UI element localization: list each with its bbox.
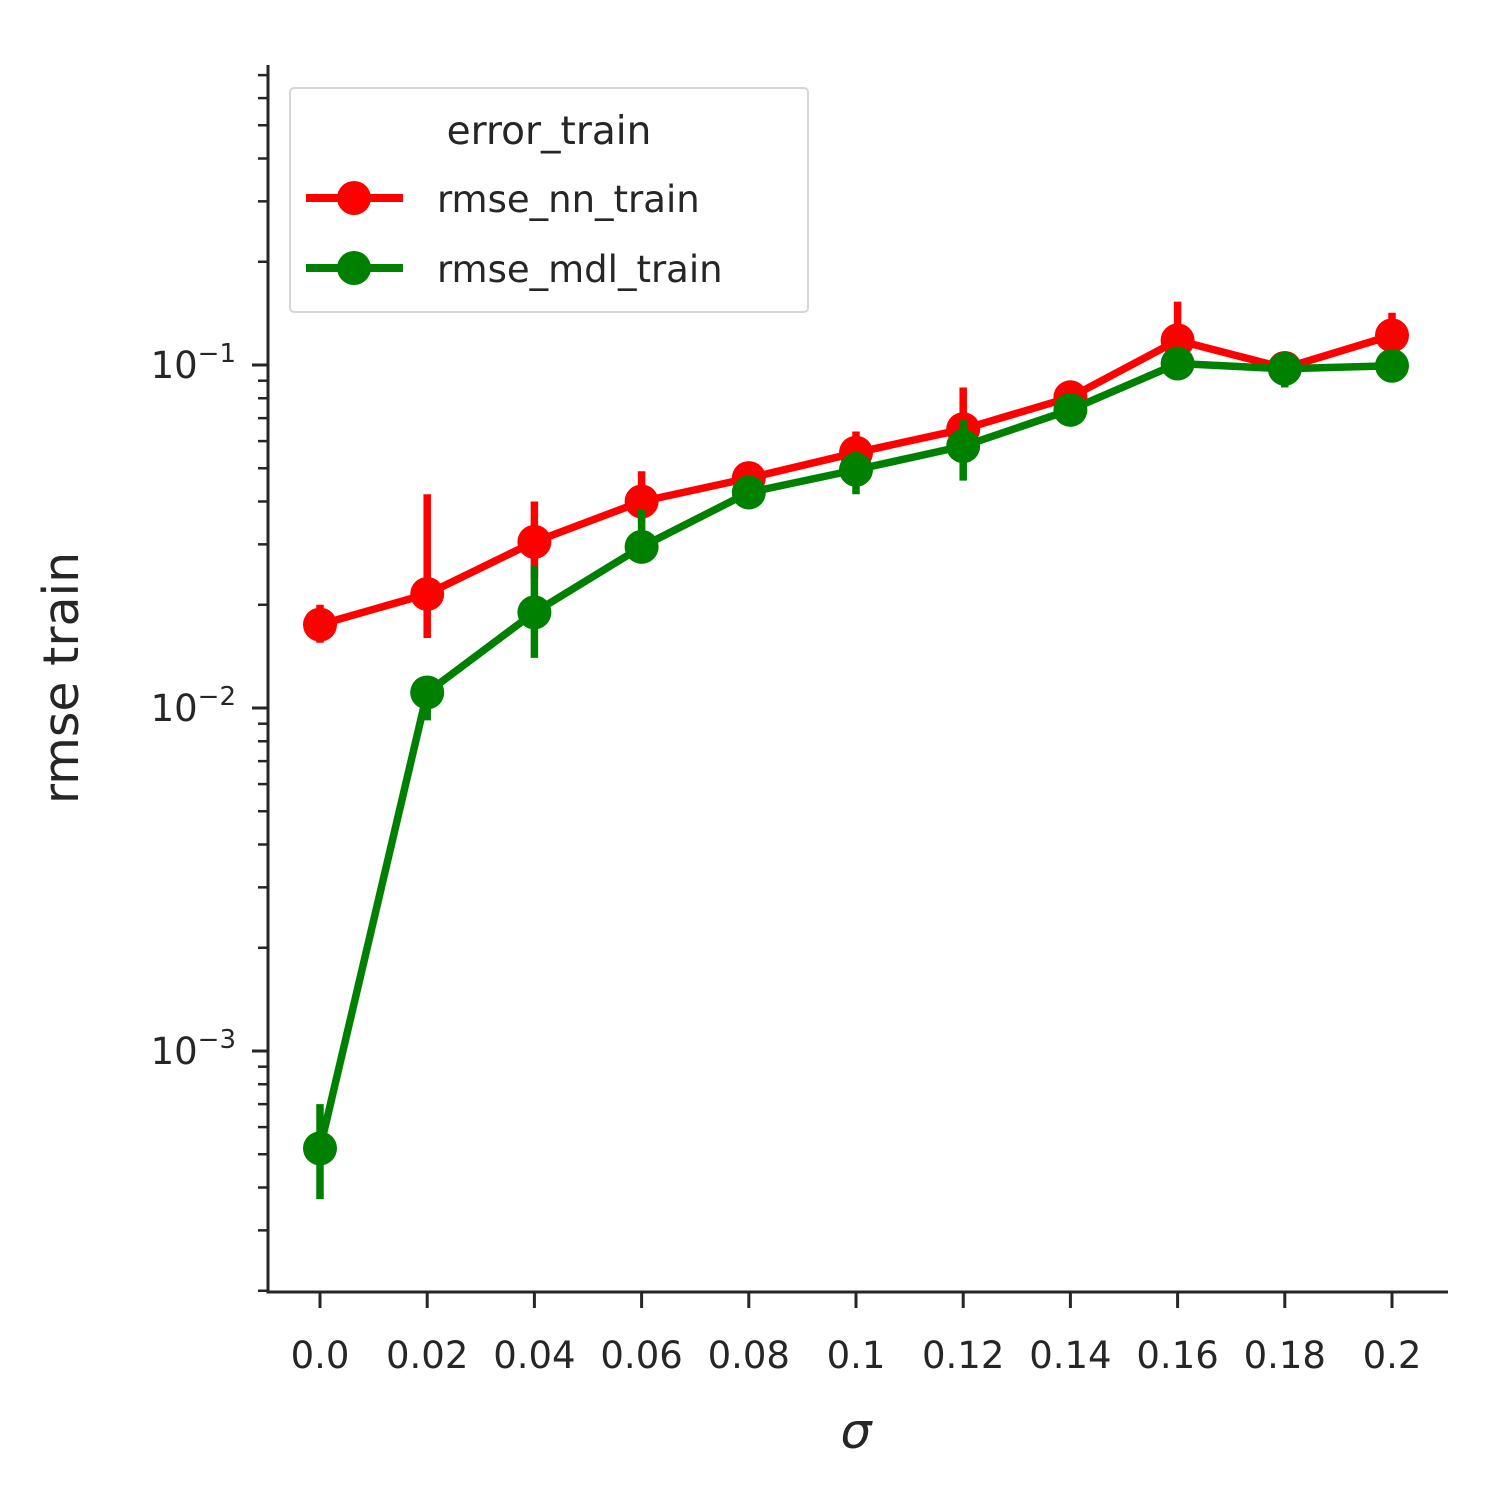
data-point — [1160, 346, 1195, 381]
legend-title: error_train — [447, 109, 652, 154]
y-tick-label: 10−3 — [151, 1025, 236, 1073]
x-tick-label: 0.0 — [291, 1334, 350, 1377]
series-rmse_mdl_train — [303, 346, 1409, 1200]
legend-frame — [289, 87, 809, 313]
legend: error_train rmse_nn_train rmse_mdl_train — [289, 87, 809, 313]
data-point — [1375, 348, 1409, 383]
x-tick-label: 0.08 — [708, 1334, 790, 1377]
data-point — [839, 452, 873, 487]
data-point — [517, 524, 552, 559]
y-tick-label-base: 10 — [151, 687, 198, 730]
x-tick-label: 0.18 — [1244, 1334, 1326, 1377]
data-point — [410, 675, 445, 710]
data-point — [624, 529, 659, 564]
legend-entry-rmse-nn-train: rmse_nn_train — [306, 178, 700, 221]
legend-label-rmse-mdl-train: rmse_mdl_train — [437, 248, 723, 291]
x-tick-label: 0.06 — [600, 1334, 682, 1377]
y-tick-label: 10−1 — [151, 339, 236, 387]
y-major-ticks: 10−110−210−3 — [151, 339, 268, 1073]
y-tick-label-base: 10 — [151, 1030, 198, 1073]
y-axis-title: rmse train — [33, 552, 90, 804]
x-tick-label: 0.1 — [827, 1334, 886, 1377]
legend-label-rmse-nn-train: rmse_nn_train — [437, 178, 700, 221]
plot-area — [303, 301, 1409, 1200]
x-axis-title: σ — [840, 1403, 873, 1460]
x-tick-label: 0.04 — [493, 1334, 575, 1377]
data-point — [517, 595, 552, 630]
data-point — [946, 429, 981, 464]
data-point — [410, 576, 445, 611]
x-tick-label: 0.14 — [1029, 1334, 1111, 1377]
y-tick-label-exponent: −3 — [198, 1025, 236, 1055]
data-point — [303, 607, 337, 642]
x-tick-label: 0.02 — [386, 1334, 468, 1377]
legend-entry-rmse-mdl-train: rmse_mdl_train — [306, 248, 723, 291]
data-point — [1053, 392, 1088, 427]
y-tick-label-base: 10 — [151, 344, 198, 387]
x-tick-label: 0.16 — [1136, 1334, 1218, 1377]
series-rmse_nn_train — [303, 301, 1409, 643]
x-tick-label: 0.2 — [1363, 1334, 1422, 1377]
y-tick-label: 10−2 — [151, 682, 236, 730]
y-minor-ticks — [258, 73, 268, 1292]
data-point — [1267, 351, 1302, 386]
y-tick-label-exponent: −2 — [198, 682, 236, 712]
data-point — [1375, 318, 1409, 353]
axes: 10−110−210−3 0.0 0.02 0.04 0.06 0.08 0.1 0.12 0… — [151, 65, 1448, 1377]
legend-marker-rmse-nn-train — [337, 181, 371, 215]
x-tick-label: 0.12 — [922, 1334, 1004, 1377]
x-ticks: 0.0 0.02 0.04 0.06 0.08 0.1 0.12 0.14 0.16 0.18 0.… — [291, 1292, 1422, 1377]
data-point — [303, 1131, 337, 1166]
y-tick-label-exponent: −1 — [198, 339, 236, 369]
legend-marker-rmse-mdl-train — [337, 251, 371, 285]
data-point — [624, 484, 659, 519]
data-point — [731, 475, 766, 510]
